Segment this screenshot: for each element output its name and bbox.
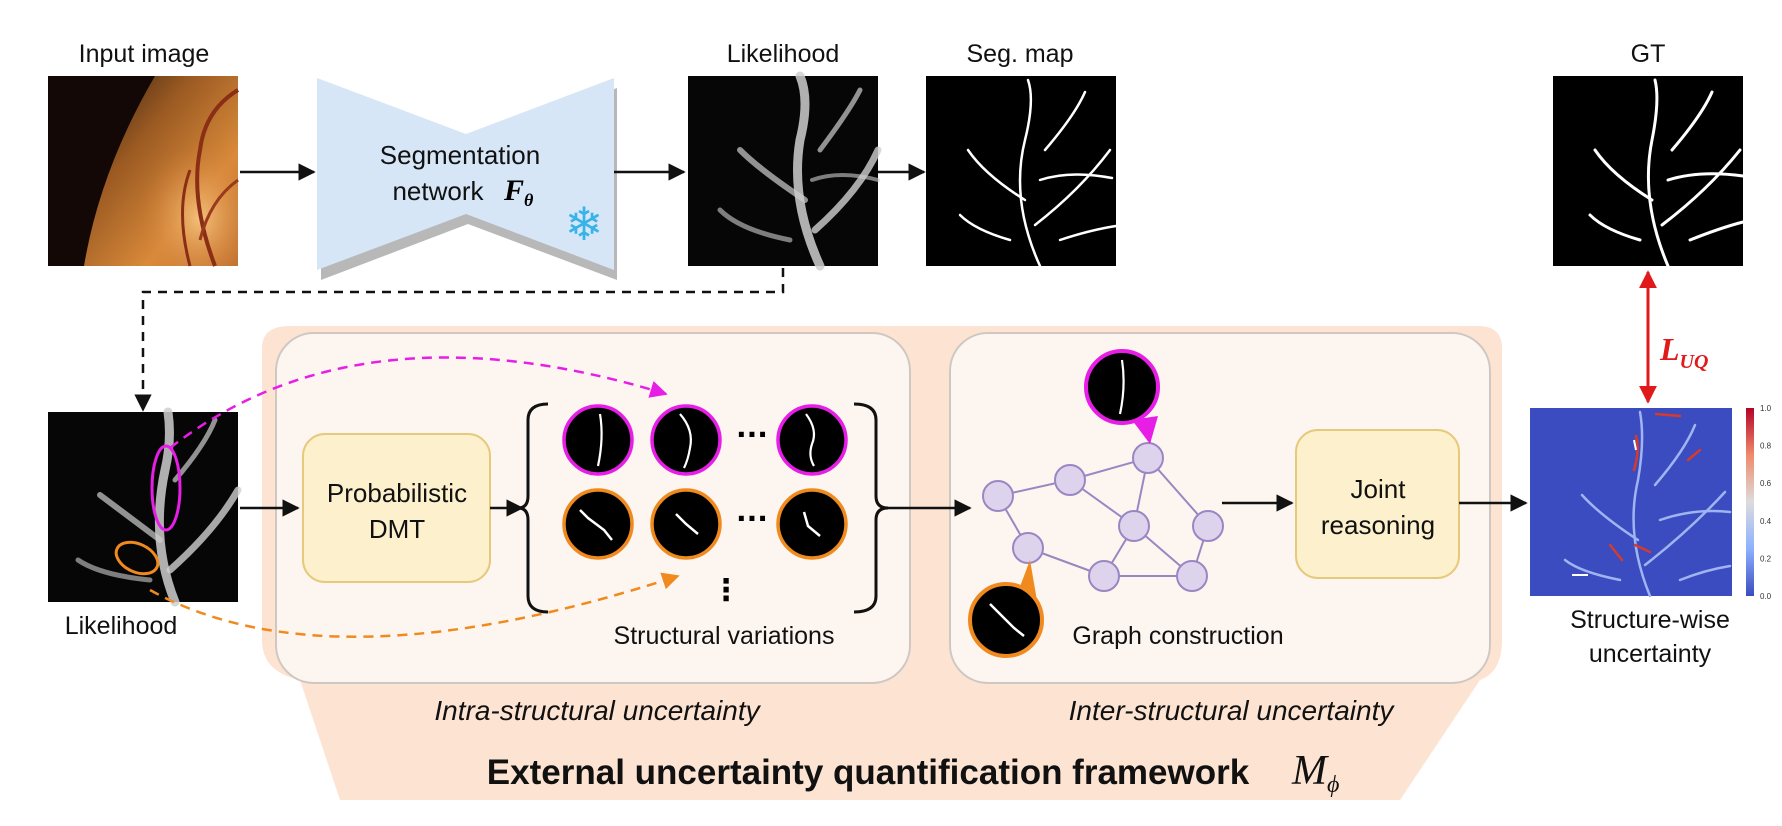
structure-wise-line2: uncertainty [1589, 640, 1712, 668]
graph-callout-magenta [1084, 349, 1160, 444]
gt-image [1553, 76, 1745, 268]
variation-magenta-2 [650, 404, 722, 476]
colorbar-tick-label: 0.2 [1760, 554, 1772, 563]
intra-caption: Intra-structural uncertainty [434, 695, 761, 726]
likelihood-bottom-image [48, 407, 242, 607]
gt-label: GT [1631, 40, 1666, 68]
colorbar-ticks: 1.0 0.8 0.6 0.4 0.2 0.0 [1760, 404, 1772, 601]
prob-dmt-line1: Probabilistic [327, 478, 467, 508]
ellipsis-bottom: ··· [736, 502, 768, 535]
colorbar-tick-label: 0.6 [1760, 479, 1772, 488]
vertical-ellipsis: ⋮ [711, 573, 741, 608]
structure-wise-line1: Structure-wise [1570, 606, 1730, 634]
seg-map-label: Seg. map [966, 40, 1073, 68]
loss-label: LUQ [1659, 331, 1708, 373]
ellipsis-top: ··· [736, 418, 768, 451]
input-image-label: Input image [79, 40, 210, 68]
graph [982, 442, 1224, 592]
colorbar-tick-label: 0.0 [1760, 592, 1772, 601]
colorbar [1746, 408, 1754, 596]
joint-reasoning-box [1295, 429, 1460, 579]
seg-network-line2: network [392, 176, 484, 206]
seg-network-line1: Segmentation [380, 140, 540, 170]
likelihood-bottom-label: Likelihood [65, 612, 178, 640]
variation-orange-2 [650, 488, 722, 560]
seg-map-image [926, 76, 1118, 268]
variation-magenta-3 [776, 404, 848, 476]
colorbar-tick-label: 1.0 [1760, 404, 1772, 413]
left-bracket [517, 402, 549, 614]
colorbar-tick-label: 0.8 [1760, 442, 1772, 451]
prob-dmt-box [302, 433, 491, 583]
inter-caption: Inter-structural uncertainty [1069, 695, 1396, 726]
structure-wise-uncertainty-map [1530, 408, 1732, 598]
graph-construction-label: Graph construction [1072, 622, 1283, 650]
snowflake-icon: ❄ [565, 197, 604, 251]
joint-line2: reasoning [1321, 510, 1435, 540]
likelihood-top-image [688, 71, 882, 271]
seg-network-symbol: Fθ [503, 174, 534, 210]
variation-orange-3 [776, 488, 848, 560]
segmentation-network [317, 78, 617, 280]
variation-orange-1 [562, 488, 634, 560]
structural-variations-label: Structural variations [614, 622, 835, 650]
framework-symbol: Mϕ [1291, 748, 1339, 798]
variation-magenta-1 [562, 404, 634, 476]
prob-dmt-line2: DMT [369, 514, 425, 544]
input-image [48, 76, 240, 267]
joint-line1: Joint [1351, 474, 1407, 504]
likelihood-top-label: Likelihood [727, 40, 840, 68]
framework-title: External uncertainty quantification fram… [487, 753, 1250, 792]
colorbar-tick-label: 0.4 [1760, 517, 1772, 526]
graph-callout-orange [968, 560, 1044, 658]
